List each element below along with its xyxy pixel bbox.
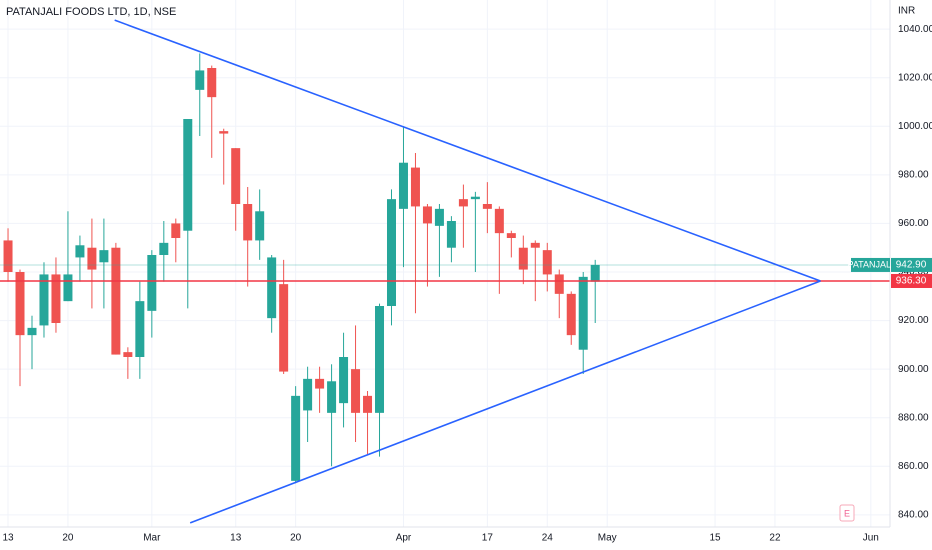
last-price-box	[891, 257, 932, 272]
trendline	[189, 280, 821, 524]
x-tick-label: 13	[230, 533, 242, 544]
currency-label: INR	[898, 6, 915, 17]
candle-body	[398, 162, 408, 209]
y-tick-label: 1000.00	[898, 121, 932, 132]
candle-body	[578, 276, 588, 350]
candle-body	[255, 211, 265, 241]
candle-body	[375, 306, 385, 413]
candle-body	[554, 274, 564, 294]
candle-body	[243, 204, 253, 241]
x-tick-label: 17	[482, 533, 494, 544]
x-tick-label: Jun	[863, 533, 879, 544]
candle-body	[135, 301, 145, 357]
candle-body	[410, 167, 420, 207]
candle-body	[590, 264, 600, 282]
candle-body	[291, 395, 301, 481]
x-tick-label: 20	[290, 533, 302, 544]
candle-body	[87, 247, 97, 270]
candle-body	[530, 242, 540, 248]
y-tick-label: 1020.00	[898, 72, 932, 83]
y-tick-label: 920.00	[898, 315, 929, 326]
candle-body	[171, 223, 181, 238]
candle-body	[518, 247, 528, 270]
x-tick-label: 22	[769, 533, 781, 544]
candle-body	[207, 68, 217, 98]
candle-body	[363, 395, 373, 413]
candle-body	[63, 274, 73, 302]
candle-body	[123, 352, 133, 357]
candle-body	[386, 199, 396, 306]
candle-body	[506, 233, 516, 238]
x-tick-label: 13	[2, 533, 14, 544]
y-tick-label: 940.00	[898, 267, 929, 278]
candle-body	[542, 250, 552, 275]
candle-body	[27, 327, 37, 336]
last-price-name: PATANJALI	[847, 259, 893, 269]
candle-body	[566, 293, 576, 336]
candle-body	[183, 119, 193, 231]
candle-body	[303, 378, 313, 411]
trendline	[114, 19, 821, 282]
candle-body	[267, 257, 277, 319]
candle-body	[3, 240, 13, 272]
price-line-box	[891, 273, 932, 288]
plot-area	[0, 0, 890, 527]
candle-body	[111, 247, 121, 355]
candle-body	[315, 378, 325, 389]
candle-body	[15, 272, 25, 336]
x-tick-label: Mar	[143, 533, 161, 544]
candle-body	[195, 70, 205, 90]
candle-body	[219, 131, 229, 134]
candle-body	[470, 196, 480, 200]
candle-body	[494, 208, 504, 234]
candle-body	[279, 284, 289, 372]
x-tick-label: 20	[62, 533, 74, 544]
candle-body	[147, 255, 157, 311]
chart-title: PATANJALI FOODS LTD, 1D, NSE	[6, 6, 176, 18]
candle-body	[51, 274, 61, 323]
y-tick-label: 980.00	[898, 169, 929, 180]
event-badge-label[interactable]: E	[844, 508, 850, 518]
y-tick-label: 880.00	[898, 412, 929, 423]
candle-body	[327, 381, 337, 413]
event-badge[interactable]	[839, 504, 855, 522]
y-tick-label: 860.00	[898, 461, 929, 472]
x-tick-label: Apr	[396, 533, 412, 544]
candle-body	[434, 208, 444, 226]
candle-body	[446, 221, 456, 248]
candle-body	[159, 242, 169, 255]
x-tick-label: May	[598, 533, 617, 544]
candle-body	[458, 199, 468, 207]
candle-body	[482, 204, 492, 209]
candle-body	[75, 245, 85, 258]
candle-body	[351, 369, 361, 413]
candle-body	[99, 250, 109, 263]
y-tick-label: 900.00	[898, 364, 929, 375]
price-line-label: 936.30	[896, 276, 927, 287]
last-price-label: 942.90	[896, 260, 927, 271]
candle-body	[39, 274, 49, 326]
x-tick-label: 15	[709, 533, 721, 544]
x-tick-label: 24	[542, 533, 554, 544]
candle-body	[339, 357, 349, 404]
y-tick-label: 1040.00	[898, 24, 932, 35]
y-tick-label: 840.00	[898, 509, 929, 520]
candle-body	[231, 148, 241, 204]
y-tick-label: 960.00	[898, 218, 929, 229]
last-price-name-box	[851, 257, 890, 272]
candle-body	[422, 206, 432, 224]
